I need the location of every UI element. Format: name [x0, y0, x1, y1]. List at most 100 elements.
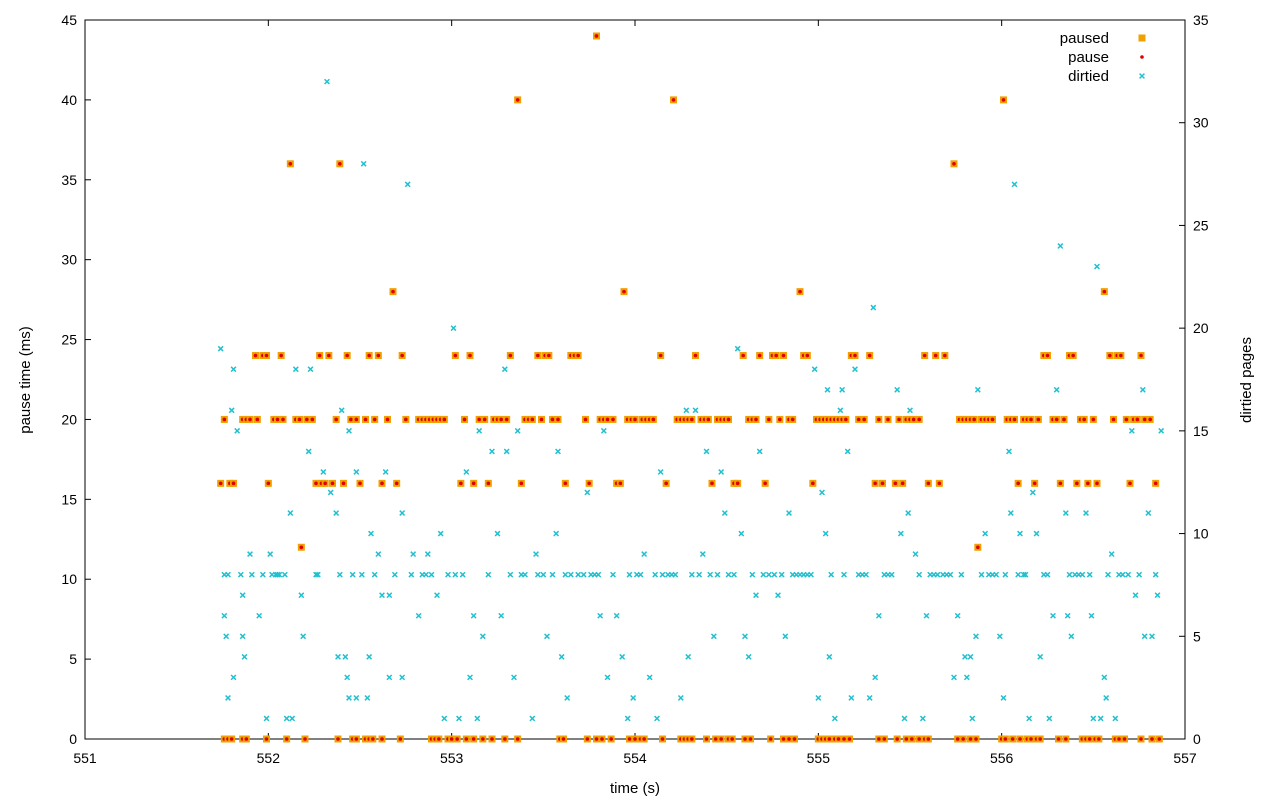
pause-point — [363, 417, 368, 422]
dirtied-point — [826, 653, 833, 660]
dirtied-point — [841, 571, 847, 578]
legend-label-dirtied: dirtied — [1068, 68, 1109, 85]
dirtied-point — [659, 571, 666, 578]
dirtied-point — [366, 653, 373, 660]
dirtied-point — [434, 592, 440, 599]
dirtied-point — [630, 694, 637, 701]
dirtied-point — [479, 633, 486, 640]
pause-point — [622, 289, 626, 294]
dirtied-point — [839, 386, 846, 393]
dirtied-point — [522, 571, 528, 578]
pause-point — [743, 737, 747, 741]
pause-point — [1058, 481, 1063, 486]
pause-point — [741, 353, 745, 358]
dirtied-point — [707, 571, 714, 578]
dirtied-point — [718, 469, 725, 475]
dirtied-point — [919, 715, 926, 722]
pause-point — [690, 417, 694, 422]
dirtied-point — [742, 633, 748, 640]
pause-point — [255, 417, 260, 422]
dirtied-point — [626, 571, 633, 578]
pause-point — [933, 353, 938, 358]
dirtied-point — [1141, 633, 1148, 640]
dirtied-point — [672, 571, 679, 578]
dirtied-point — [786, 510, 792, 516]
dirtied-point — [756, 448, 763, 455]
dirtied-point — [549, 571, 556, 578]
dirtied-point — [1112, 715, 1119, 722]
pause-point — [827, 737, 832, 741]
dirtied-point — [962, 653, 968, 660]
pause-point — [961, 737, 965, 741]
pause-point — [811, 481, 815, 486]
pause-point — [539, 417, 544, 422]
dirtied-point — [907, 407, 913, 414]
pause-point — [305, 417, 309, 422]
pause-point — [651, 417, 656, 422]
dirtied-point — [562, 571, 569, 578]
pause-point — [556, 417, 560, 422]
dirtied-point — [897, 530, 904, 537]
dirtied-point — [1158, 427, 1165, 434]
dirtied-point — [837, 407, 844, 414]
pause-point — [264, 737, 269, 741]
pause-point — [609, 737, 613, 741]
pause-point — [1038, 737, 1042, 741]
dirtied-point — [379, 592, 385, 599]
pause-point — [1001, 98, 1006, 102]
y-tick-label: 25 — [61, 332, 77, 348]
pause-point — [886, 417, 890, 422]
pause-point — [726, 417, 731, 422]
dirtied-point — [501, 366, 508, 373]
dirtied-point — [344, 674, 351, 681]
dirtied-point — [1119, 571, 1126, 578]
pause-point — [341, 481, 346, 486]
dirtied-point — [954, 612, 961, 619]
dirtied-point — [969, 715, 976, 722]
dirtied-point — [745, 653, 752, 660]
pause-point — [787, 737, 791, 741]
dirtied-point — [613, 612, 620, 619]
pause-point — [547, 353, 551, 358]
pause-point — [550, 417, 555, 422]
dirtied-point — [360, 160, 367, 167]
pause-point — [284, 737, 289, 741]
dirtied-point — [463, 469, 470, 475]
dirtied-point — [349, 571, 356, 578]
pause-point — [338, 162, 342, 166]
plot-frame — [84, 19, 1186, 740]
dirtied-point — [281, 571, 288, 578]
pause-point — [330, 481, 335, 486]
dirtied-point — [996, 633, 1003, 640]
dirtied-point — [646, 674, 653, 681]
pause-point — [585, 737, 590, 741]
pause-point — [297, 417, 302, 422]
pause-point — [1108, 353, 1112, 358]
legend-pause-marker — [1140, 55, 1144, 59]
pause-point — [1012, 417, 1017, 422]
pause-point — [1095, 481, 1099, 486]
dirtied-point — [1044, 571, 1051, 578]
pause-point — [1045, 353, 1050, 358]
dirtied-point — [1152, 571, 1159, 578]
pause-point — [847, 737, 852, 741]
dirtied-point — [382, 469, 389, 475]
dirtied-point — [274, 571, 281, 578]
dirtied-point — [1015, 571, 1022, 578]
pause-point — [490, 737, 494, 741]
dirtied-point — [225, 694, 231, 701]
dirtied-point — [423, 571, 429, 578]
dirtied-point — [305, 448, 312, 455]
dirtied-point — [533, 551, 539, 558]
y2-tick-label: 20 — [1193, 320, 1209, 336]
dirtied-point — [1149, 633, 1155, 640]
dirtied-point — [703, 448, 710, 455]
pause-point — [400, 353, 404, 358]
dirtied-point — [358, 571, 365, 578]
pause-point — [288, 162, 293, 166]
pause-point — [398, 737, 403, 741]
pause-point — [867, 353, 872, 358]
dirtied-point — [692, 407, 699, 414]
pause-point — [781, 353, 786, 358]
